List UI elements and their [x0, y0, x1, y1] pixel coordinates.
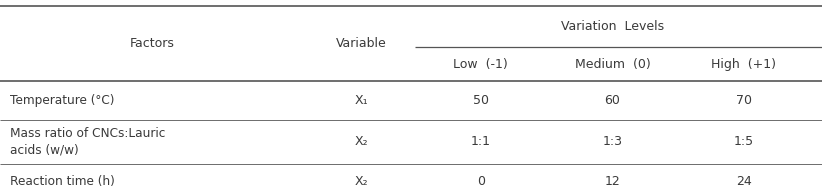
Text: 60: 60	[604, 94, 621, 107]
Text: Reaction time (h): Reaction time (h)	[10, 175, 115, 188]
Text: Variation  Levels: Variation Levels	[561, 20, 664, 33]
Text: High  (+1): High (+1)	[711, 58, 777, 71]
Text: X₂: X₂	[355, 135, 368, 148]
Text: Mass ratio of CNCs:Lauric
acids (w/w): Mass ratio of CNCs:Lauric acids (w/w)	[10, 127, 165, 156]
Text: 0: 0	[477, 175, 485, 188]
Text: Factors: Factors	[130, 37, 174, 50]
Text: 24: 24	[736, 175, 752, 188]
Text: X₁: X₁	[355, 94, 368, 107]
Text: 1:1: 1:1	[471, 135, 491, 148]
Text: Temperature (°C): Temperature (°C)	[10, 94, 114, 107]
Text: Variable: Variable	[336, 37, 387, 50]
Text: 50: 50	[473, 94, 489, 107]
Text: 1:5: 1:5	[734, 135, 754, 148]
Text: X₂: X₂	[355, 175, 368, 188]
Text: 12: 12	[604, 175, 621, 188]
Text: 70: 70	[736, 94, 752, 107]
Text: Medium  (0): Medium (0)	[575, 58, 650, 71]
Text: Low  (-1): Low (-1)	[454, 58, 508, 71]
Text: 1:3: 1:3	[603, 135, 622, 148]
